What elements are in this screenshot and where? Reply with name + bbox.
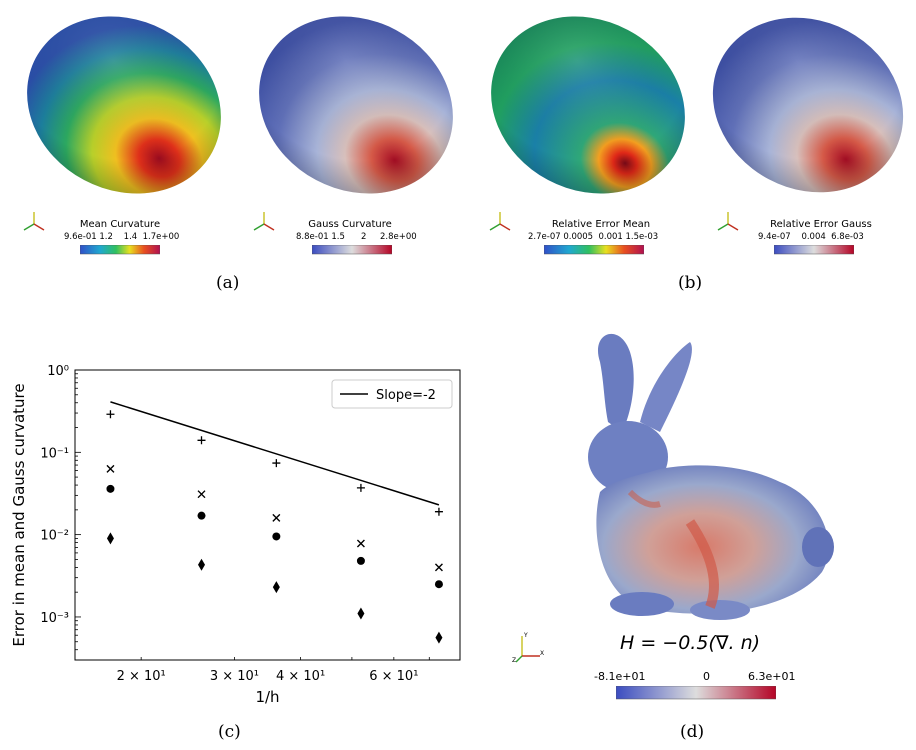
relative-error-mean-ticks: 2.7e-07 0.0005 0.001 1.5e-03 bbox=[528, 232, 659, 242]
data-point-diamond bbox=[198, 558, 206, 571]
legend-entry: Slope=-2 bbox=[376, 388, 436, 403]
relative-error-mean-ellipsoid bbox=[491, 16, 685, 194]
svg-text:Y: Y bbox=[523, 632, 528, 639]
caption-b: (b) bbox=[678, 273, 703, 293]
data-point-circle bbox=[272, 532, 281, 541]
mean-curvature-title: Mean Curvature bbox=[79, 219, 161, 230]
data-point-x bbox=[106, 464, 115, 473]
caption-d: (d) bbox=[680, 722, 705, 742]
y-axis-label: Error in mean and Gauss curvature bbox=[10, 383, 28, 646]
x-tick-label: 3 × 10¹ bbox=[210, 669, 259, 684]
axis-triad-icon bbox=[717, 212, 739, 231]
caption-a: (a) bbox=[216, 273, 240, 293]
legend-box bbox=[331, 379, 453, 409]
relative-error-mean-title: Relative Error Mean bbox=[551, 219, 651, 230]
relative-error-gauss-ellipsoid bbox=[712, 17, 904, 193]
relative-error-gauss-ticks: 9.4e-07 0.004 6.8e-03 bbox=[758, 232, 864, 242]
data-point-diamond bbox=[357, 607, 365, 620]
gauss-curvature-ticks: 8.8e-01 1.5 2 2.8e+00 bbox=[296, 232, 417, 242]
x-tick-label: 4 × 10¹ bbox=[276, 669, 325, 684]
x-axis-label: 1/h bbox=[255, 688, 279, 706]
mean-curvature-ticks: 9.6e-01 1.2 1.4 1.7e+00 bbox=[64, 232, 180, 242]
mean-curvature-colorbar bbox=[80, 245, 160, 255]
data-point-circle bbox=[197, 511, 206, 520]
x-tick-label: 2 × 10¹ bbox=[117, 669, 166, 684]
data-point-plus bbox=[106, 410, 115, 419]
data-point-x bbox=[356, 539, 365, 548]
y-tick-label: 10⁻³ bbox=[40, 611, 69, 626]
relative-error-gauss-title: Relative Error Gauss bbox=[770, 219, 872, 230]
bunny-tick-min: -8.1e+01 bbox=[594, 670, 646, 683]
caption-c: (c) bbox=[218, 722, 241, 742]
y-tick-label: 10⁰ bbox=[47, 364, 69, 379]
gauss-curvature-ellipsoid bbox=[259, 16, 453, 194]
data-point-plus bbox=[434, 507, 443, 516]
data-point-circle bbox=[106, 484, 115, 493]
data-point-plus bbox=[197, 436, 206, 445]
bunny-colorbar bbox=[616, 686, 776, 700]
mean-curvature-ellipsoid bbox=[27, 16, 221, 194]
data-point-x bbox=[434, 563, 443, 572]
data-point-diamond bbox=[106, 532, 114, 545]
data-point-circle bbox=[434, 580, 443, 589]
relative-error-mean-colorbar bbox=[544, 245, 644, 255]
gauss-curvature-colorbar bbox=[312, 245, 392, 255]
bunny-axis-triad-icon: Y X Z bbox=[512, 632, 544, 664]
gauss-curvature-title: Gauss Curvature bbox=[308, 219, 392, 230]
svg-text:Z: Z bbox=[512, 657, 516, 664]
relative-error-gauss-colorbar bbox=[774, 245, 854, 255]
data-point-x bbox=[272, 513, 281, 522]
y-tick-label: 10⁻¹ bbox=[40, 446, 69, 461]
data-point-diamond bbox=[272, 581, 280, 594]
error-convergence-chart: 10⁰ 10⁻¹ 10⁻² 10⁻³ 2 × 10¹ 3 × 10¹ 4 × 10¹ 6 × … bbox=[10, 364, 461, 706]
data-point-diamond bbox=[435, 631, 443, 644]
data-point-plus bbox=[272, 459, 281, 468]
slope-reference-line bbox=[110, 401, 440, 506]
data-point-plus bbox=[356, 483, 365, 492]
bunny-tick-max: 6.3e+01 bbox=[748, 670, 796, 683]
axis-triad-icon bbox=[489, 212, 511, 231]
plot-frame bbox=[74, 369, 461, 661]
bunny-mean-curvature-render bbox=[588, 333, 834, 620]
data-point-circle bbox=[356, 556, 365, 565]
data-point-x bbox=[197, 490, 206, 499]
bunny-tick-zero: 0 bbox=[703, 670, 710, 683]
axis-triad-icon bbox=[253, 212, 275, 231]
svg-text:X: X bbox=[540, 650, 544, 657]
axis-triad-icon bbox=[23, 212, 45, 231]
bunny-formula: H = −0.5(∇. n) bbox=[620, 632, 761, 654]
y-tick-label: 10⁻² bbox=[40, 529, 69, 544]
x-tick-label: 6 × 10¹ bbox=[369, 669, 418, 684]
